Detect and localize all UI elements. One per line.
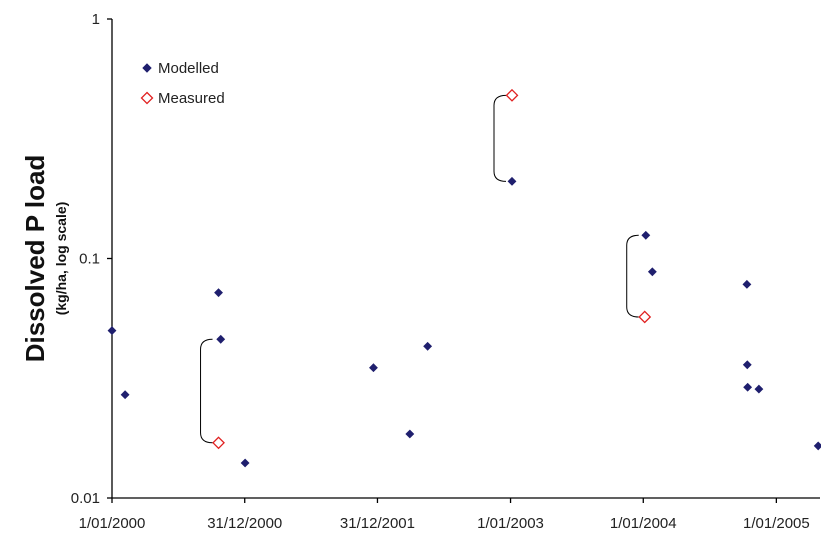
bracket	[626, 234, 639, 318]
legend-marker-measured	[140, 91, 154, 105]
data-point-modelled	[743, 382, 753, 392]
y-tick-label: 1	[92, 11, 100, 28]
legend: Modelled Measured	[140, 60, 225, 107]
data-point-modelled	[240, 458, 250, 468]
data-point-modelled	[647, 267, 657, 277]
x-tick-label: 1/01/2004	[610, 515, 677, 532]
data-point-modelled	[754, 384, 764, 394]
x-tick-label: 1/01/2005	[743, 515, 810, 532]
data-point-modelled	[641, 230, 651, 240]
y-ticks: 1 0.1 0.01	[71, 11, 112, 507]
x-tick-label: 1/01/2000	[79, 515, 146, 532]
data-point-modelled	[813, 441, 821, 451]
data-point-modelled	[369, 363, 378, 373]
data-point-modelled	[216, 334, 226, 344]
legend-label-modelled: Modelled	[158, 60, 219, 77]
data-point-modelled	[405, 429, 415, 439]
data-point-modelled	[423, 341, 433, 351]
y-axis-title: Dissolved P load	[20, 155, 50, 363]
data-point-modelled	[742, 279, 752, 289]
y-tick-label: 0.01	[71, 490, 100, 507]
y-axis-subtitle: (kg/ha, log scale)	[53, 202, 69, 316]
x-tick-label: 1/01/2003	[477, 515, 544, 532]
data-point-modelled	[214, 288, 223, 298]
data-point-modelled	[120, 390, 130, 400]
legend-label-measured: Measured	[158, 90, 225, 107]
data-point-modelled	[107, 326, 117, 336]
data-point-measured	[638, 310, 652, 324]
y-tick-label: 0.1	[79, 251, 100, 268]
data-point-measured	[212, 436, 225, 450]
brackets	[200, 94, 639, 444]
x-ticks: 1/01/2000 31/12/2000 31/12/2001 1/01/2003 1/…	[79, 498, 810, 532]
data-point-modelled	[507, 176, 517, 186]
data-point-measured	[505, 88, 519, 102]
x-tick-label: 31/12/2000	[207, 515, 282, 532]
bracket	[493, 94, 507, 182]
bracket	[200, 338, 213, 444]
data-points	[107, 88, 821, 468]
data-point-modelled	[742, 360, 752, 370]
legend-marker-modelled	[142, 63, 152, 73]
x-tick-label: 31/12/2001	[340, 515, 415, 532]
